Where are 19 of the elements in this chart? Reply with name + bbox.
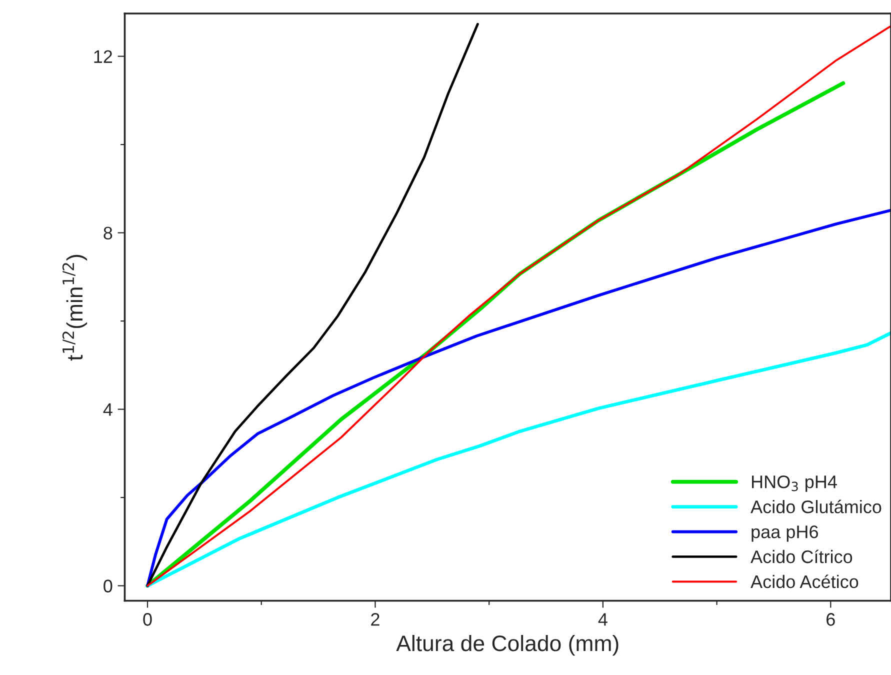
x-tick-label: 0 [143,613,152,626]
legend-label: HNO$_{3}$ pH4 [752,475,837,492]
x-axis-title: Altura de Colado (mm) [396,634,618,656]
line-series [146,208,891,588]
legend-label: paa pH6 [752,525,818,542]
line-series [146,26,891,587]
y-tick-label: 12 [94,50,112,63]
x-tick-label: 2 [371,613,380,626]
line-series [146,331,891,588]
legend-label: Acido Cítrico [750,550,852,564]
y-axis-title: t$^{1/2}$(min$^{1/2}$) [62,254,88,361]
y-tick-label: 0 [104,580,112,592]
legend-label: Acido Acético [750,574,858,588]
x-tick-label: 4 [598,613,608,626]
legend-label: Acido Glutámico [750,500,882,514]
x-tick-label: 6 [826,613,835,626]
line-series [146,22,479,587]
y-tick-label: 4 [103,403,112,416]
y-tick-label: 8 [104,226,112,240]
